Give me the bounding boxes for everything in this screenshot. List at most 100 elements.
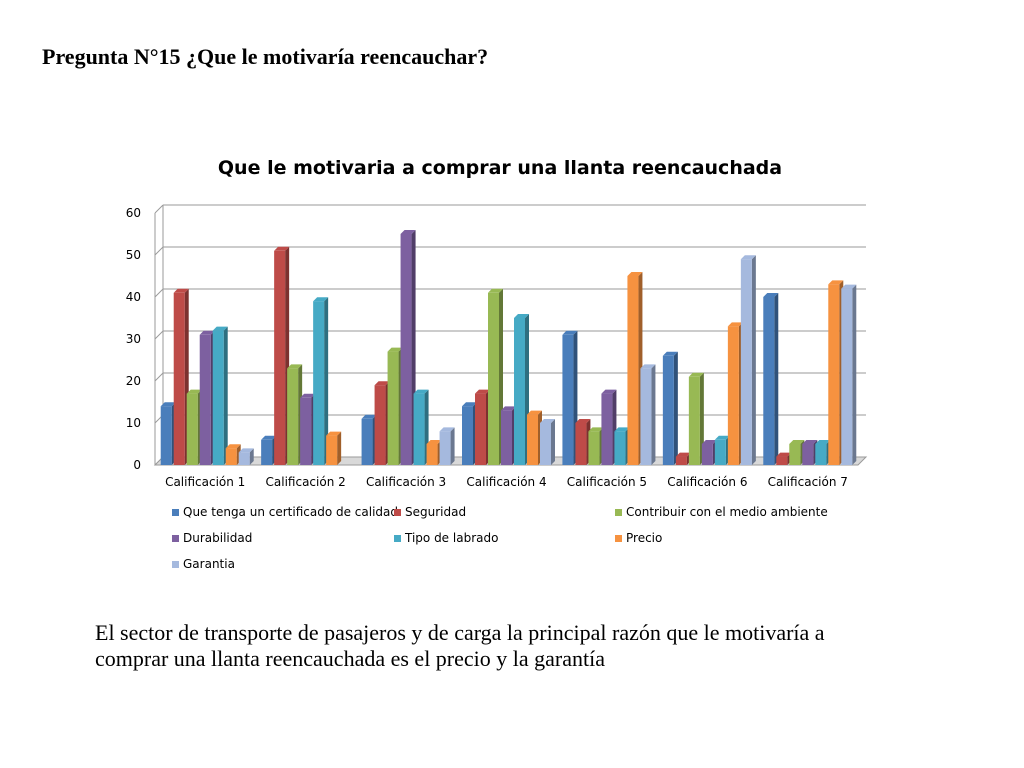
gridline-side bbox=[154, 288, 164, 298]
x-tick-label: Calificación 1 bbox=[165, 475, 245, 489]
bar bbox=[714, 439, 726, 465]
bar-side bbox=[337, 431, 342, 465]
bar bbox=[426, 444, 438, 465]
bar bbox=[475, 393, 486, 465]
bar-top bbox=[540, 419, 555, 423]
bar bbox=[776, 456, 788, 465]
bar bbox=[374, 385, 386, 465]
bar-top bbox=[186, 389, 202, 394]
x-tick-label: Calificación 4 bbox=[466, 475, 546, 489]
bar-side bbox=[852, 284, 857, 465]
bar-side bbox=[673, 351, 678, 465]
bar bbox=[614, 431, 626, 465]
y-tick-label: 50 bbox=[126, 248, 141, 262]
x-tick-label: Calificación 7 bbox=[768, 475, 848, 489]
bar-top bbox=[714, 435, 730, 440]
bar-side bbox=[774, 293, 779, 465]
bar-top bbox=[426, 440, 442, 444]
gridline-side bbox=[154, 204, 164, 214]
chart-title: Que le motivaria a comprar una llanta re… bbox=[217, 157, 783, 179]
conclusion-text: El sector de transporte de pasajeros y d… bbox=[95, 620, 825, 671]
bar-top bbox=[514, 314, 529, 318]
bar bbox=[439, 431, 451, 465]
bar-top bbox=[361, 414, 377, 419]
bar-side bbox=[551, 419, 555, 465]
legend-item: Durabilidad bbox=[172, 531, 252, 545]
bar bbox=[400, 234, 412, 465]
y-tick-label: 10 bbox=[126, 416, 141, 430]
bar bbox=[287, 368, 299, 465]
bar bbox=[763, 297, 775, 465]
legend-item: Tipo de labrado bbox=[394, 531, 498, 545]
bar bbox=[488, 292, 499, 465]
bar bbox=[662, 355, 674, 465]
bar-top bbox=[173, 288, 189, 293]
bar-top bbox=[627, 272, 643, 276]
legend-item: Seguridad bbox=[394, 505, 466, 519]
bar-top bbox=[225, 444, 241, 449]
bar bbox=[740, 259, 752, 465]
bar-top bbox=[439, 427, 455, 432]
legend-swatch bbox=[615, 534, 622, 542]
bar-side bbox=[699, 372, 704, 465]
bar bbox=[575, 423, 587, 465]
bar bbox=[701, 444, 713, 465]
bar bbox=[815, 444, 827, 465]
bar bbox=[212, 330, 224, 465]
bar-top bbox=[527, 410, 542, 415]
bar bbox=[727, 326, 739, 465]
bar-side bbox=[651, 364, 656, 465]
bar-top bbox=[326, 431, 342, 436]
bar bbox=[601, 393, 613, 465]
bar bbox=[387, 351, 399, 465]
bar bbox=[802, 444, 814, 465]
legend-swatch bbox=[172, 560, 179, 568]
bar-chart: Que le motivaria a comprar una llanta re… bbox=[110, 145, 910, 585]
bar bbox=[274, 250, 286, 465]
bar-top bbox=[789, 440, 805, 444]
legend-label: Seguridad bbox=[405, 505, 467, 519]
bar-side bbox=[324, 297, 329, 465]
x-tick-label: Calificación 6 bbox=[667, 475, 747, 489]
gridline-side bbox=[154, 372, 164, 382]
bar-top bbox=[374, 381, 390, 386]
bar bbox=[688, 376, 700, 465]
bar bbox=[173, 292, 185, 465]
gridline-side bbox=[154, 330, 164, 340]
bar bbox=[225, 448, 237, 465]
bar-top bbox=[701, 440, 717, 444]
bar-side bbox=[249, 448, 254, 465]
bar-top bbox=[740, 255, 756, 260]
bar-top bbox=[199, 330, 215, 335]
bar bbox=[199, 334, 211, 465]
bar-top bbox=[588, 427, 604, 432]
bar bbox=[300, 397, 312, 465]
bar-top bbox=[287, 364, 303, 369]
bar bbox=[588, 431, 600, 465]
y-tick-label: 40 bbox=[126, 290, 141, 304]
bar-top bbox=[274, 246, 290, 251]
legend-label: Precio bbox=[626, 531, 663, 545]
bar bbox=[527, 414, 538, 465]
bar bbox=[462, 406, 473, 465]
bar-top bbox=[488, 288, 503, 293]
bar bbox=[413, 393, 425, 465]
bar bbox=[640, 368, 652, 465]
legend-swatch bbox=[172, 508, 179, 516]
bar-top bbox=[614, 427, 630, 432]
legend-swatch bbox=[615, 508, 622, 516]
bar-top bbox=[640, 364, 656, 369]
legend-item: Contribuir con el medio ambiente bbox=[615, 505, 828, 519]
bar bbox=[540, 423, 551, 465]
legend-label: Garantia bbox=[183, 557, 235, 571]
bar-side bbox=[751, 255, 756, 465]
bar-top bbox=[462, 402, 477, 407]
bar-top bbox=[675, 452, 691, 457]
bar-top bbox=[501, 406, 516, 411]
bar-top bbox=[727, 322, 743, 327]
bar-top bbox=[160, 402, 176, 407]
bar bbox=[562, 334, 574, 465]
bar-top bbox=[763, 293, 779, 297]
slide-heading: Pregunta N°15 ¿Que le motivaría reencauc… bbox=[42, 44, 489, 69]
bar bbox=[514, 318, 525, 465]
